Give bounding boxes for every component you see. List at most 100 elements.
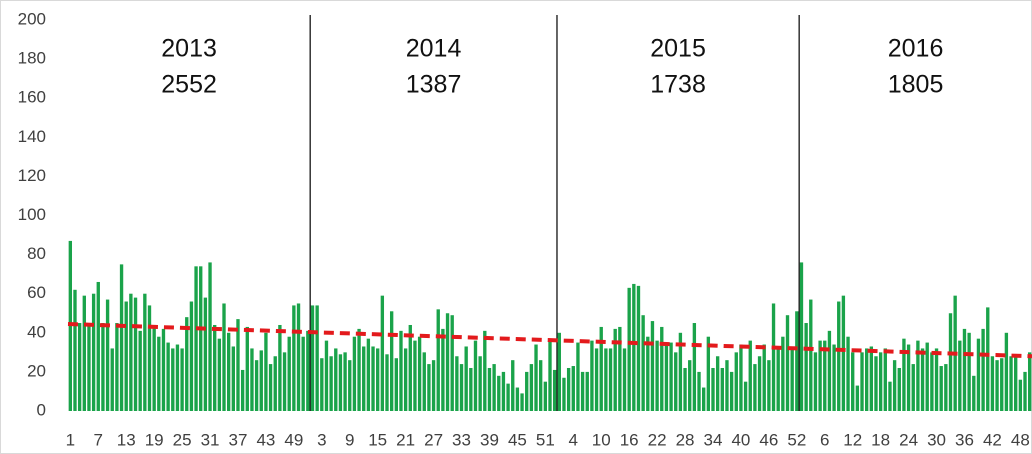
bar: [213, 324, 217, 411]
bar: [157, 336, 161, 411]
bar: [925, 342, 929, 411]
bar: [427, 364, 431, 411]
bar: [431, 360, 436, 411]
bar: [757, 356, 762, 411]
bar: [413, 340, 417, 411]
y-tick-label: 100: [18, 205, 46, 224]
bar: [175, 344, 180, 411]
bar: [389, 311, 394, 411]
bar: [892, 360, 897, 411]
bar: [888, 381, 892, 411]
bar: [180, 348, 184, 411]
x-tick-label: 13: [117, 430, 136, 449]
bar: [501, 371, 506, 411]
bar: [683, 367, 687, 411]
bar: [902, 338, 906, 411]
bar: [436, 309, 440, 411]
bar: [674, 352, 678, 411]
y-tick-label: 20: [27, 361, 46, 380]
x-tick-label: 30: [927, 430, 946, 449]
bar: [855, 385, 860, 411]
bar: [152, 324, 156, 411]
bar: [264, 332, 268, 411]
y-tick-label: 40: [27, 322, 46, 341]
bar: [268, 364, 273, 411]
bar: [161, 328, 166, 411]
x-tick-label: 33: [452, 430, 471, 449]
bar: [576, 342, 580, 411]
bar: [846, 336, 850, 411]
bar: [525, 371, 529, 411]
bar: [82, 295, 86, 411]
bar: [948, 313, 953, 411]
segment-year: 2013: [161, 35, 217, 63]
bar: [124, 301, 128, 411]
bar: [669, 342, 673, 411]
bar: [455, 356, 459, 411]
bar: [73, 289, 77, 411]
bar: [1014, 356, 1018, 411]
bar: [930, 352, 934, 411]
bar: [1027, 352, 1032, 411]
bar: [958, 340, 962, 411]
x-tick-label: 16: [620, 430, 639, 449]
bar: [450, 315, 454, 411]
y-tick-label: 0: [37, 400, 46, 419]
bar: [678, 332, 683, 411]
bar: [799, 262, 804, 411]
x-tick-label: 1: [66, 430, 75, 449]
bar: [785, 315, 790, 411]
x-tick-label: 25: [173, 430, 192, 449]
bar: [441, 328, 445, 411]
x-tick-label: 9: [345, 430, 354, 449]
bar: [497, 375, 501, 411]
bar: [548, 340, 552, 411]
bar: [534, 344, 538, 411]
x-tick-label: 28: [676, 430, 695, 449]
x-tick-label: 12: [843, 430, 862, 449]
bar: [585, 371, 589, 411]
bar: [194, 266, 198, 411]
y-tick-label: 200: [18, 9, 46, 28]
bar: [664, 344, 669, 411]
bar: [660, 326, 664, 411]
bar: [348, 360, 352, 411]
bar: [809, 299, 813, 411]
bar: [725, 360, 729, 411]
bar: [986, 307, 990, 411]
bar: [632, 283, 636, 411]
bar: [864, 348, 869, 411]
bar: [171, 348, 175, 411]
bar: [962, 328, 967, 411]
bar: [254, 360, 259, 411]
bar: [77, 323, 82, 411]
bar: [739, 344, 743, 411]
bar: [646, 336, 650, 411]
bar: [357, 328, 361, 411]
bar: [185, 317, 189, 411]
bar: [483, 330, 487, 411]
bar: [906, 344, 911, 411]
bar: [706, 336, 711, 411]
bar: [250, 348, 254, 411]
bar: [622, 348, 627, 411]
bar: [753, 364, 757, 411]
segment-total: 1738: [650, 71, 706, 99]
bar: [608, 348, 613, 411]
bar: [878, 352, 883, 411]
bar: [729, 371, 734, 411]
segment-total: 1387: [406, 71, 462, 99]
bar: [352, 336, 357, 411]
bar: [459, 364, 464, 411]
bar: [813, 352, 818, 411]
bar: [110, 348, 114, 411]
bar: [133, 297, 138, 411]
bar: [231, 346, 236, 411]
bar: [138, 330, 142, 411]
x-tick-label: 37: [229, 430, 248, 449]
bar: [240, 369, 245, 411]
bar: [315, 305, 319, 411]
bar: [422, 352, 426, 411]
x-tick-label: 48: [1011, 430, 1030, 449]
